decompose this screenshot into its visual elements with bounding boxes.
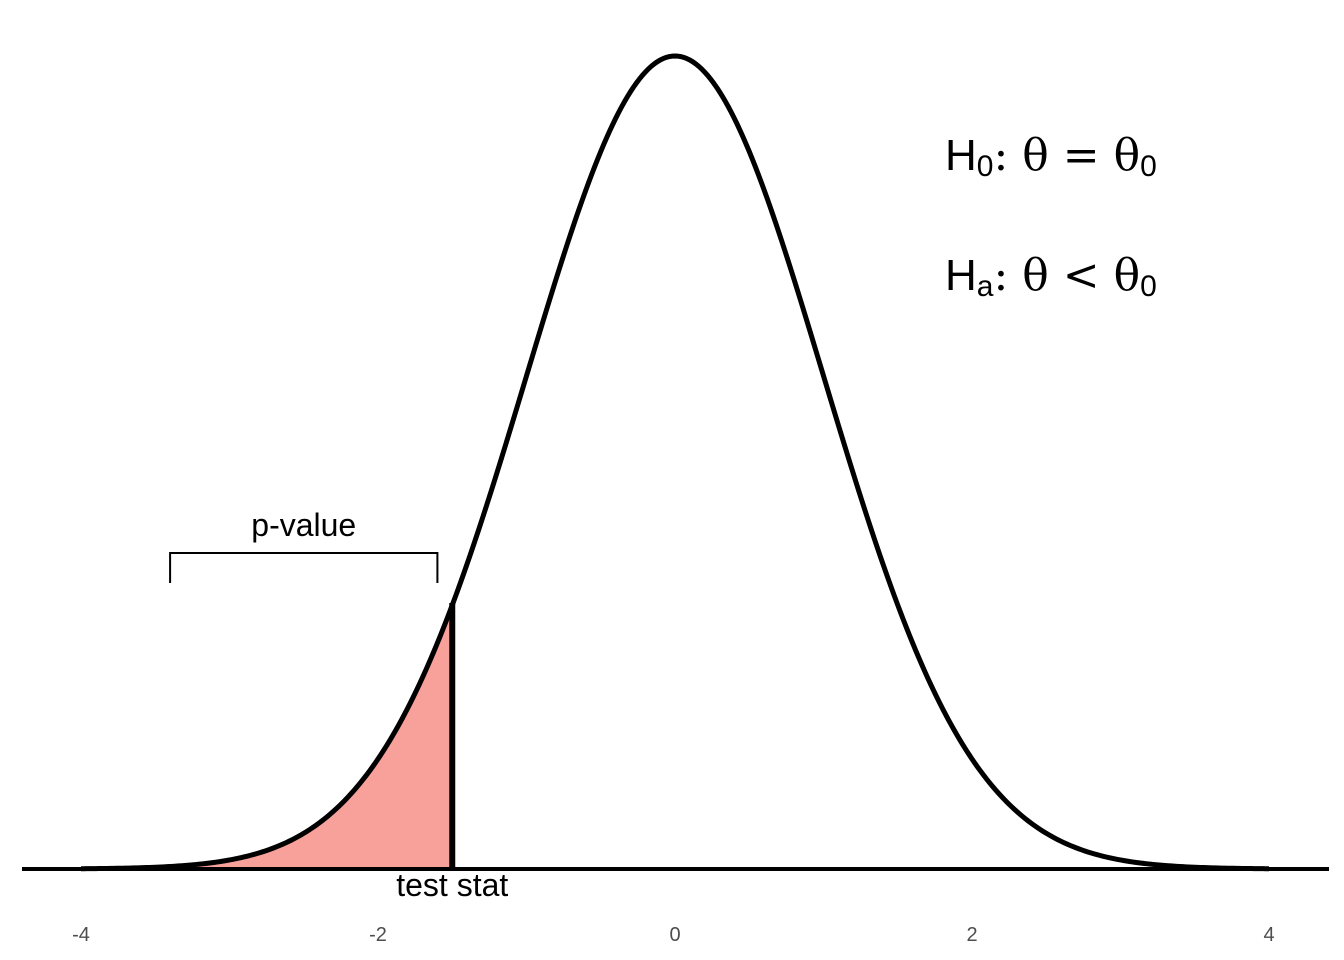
alt-sub: a — [977, 270, 994, 303]
null-hypothesis: H0: θ = θ0 — [945, 130, 1157, 183]
p-value-bracket — [169, 552, 439, 583]
x-tick-label: 0 — [669, 924, 680, 946]
test-stat-label: test stat — [396, 867, 508, 903]
alt-sub2: 0 — [1140, 270, 1157, 303]
null-h: H — [945, 131, 977, 180]
x-tick-label: -2 — [369, 924, 387, 946]
p-value-shaded-area — [80, 604, 453, 870]
null-sub2: 0 — [1140, 150, 1157, 183]
null-rest: : θ = θ — [993, 130, 1140, 181]
alternative-hypothesis: Ha: θ < θ0 — [945, 250, 1157, 303]
x-tick-label: 2 — [966, 924, 977, 946]
svg-text:Ha: θ < θ0: Ha: θ < θ0 — [945, 250, 1157, 303]
p-value-label: p-value — [251, 507, 356, 543]
shaded-area-layer — [80, 604, 453, 870]
x-tick-label: -4 — [72, 924, 90, 946]
alt-rest: : θ < θ — [993, 250, 1140, 301]
alt-h: H — [945, 251, 977, 300]
svg-text:H0: θ = θ0: H0: θ = θ0 — [945, 130, 1157, 183]
density-curve — [80, 53, 1270, 872]
null-sub: 0 — [977, 150, 994, 183]
x-tick-label: 4 — [1263, 924, 1274, 946]
x-tick-labels: -4 -2 0 2 4 — [72, 924, 1274, 946]
